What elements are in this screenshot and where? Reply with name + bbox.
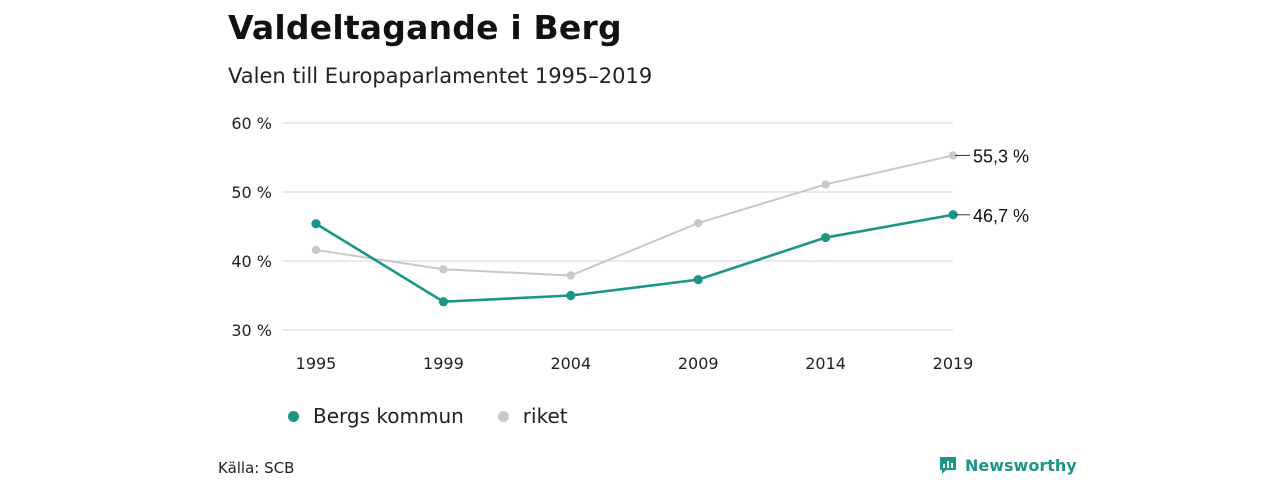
newsworthy-logo-icon: [940, 457, 956, 474]
data-point-riket: [948, 151, 958, 160]
chart-subtitle: Valen till Europaparlamentet 1995–2019: [228, 64, 653, 88]
legend-marker-riket: [497, 410, 509, 422]
source-note: Källa: SCB: [218, 459, 295, 477]
data-point-riket: [566, 271, 575, 280]
x-tick-label: 2019: [933, 354, 974, 373]
x-tick-label: 2014: [805, 354, 846, 373]
series-line-riket: [315, 154, 954, 277]
y-tick-label: 40 %: [231, 252, 272, 271]
data-point-riket: [694, 218, 703, 228]
chart-legend: Bergs kommun riket: [288, 404, 568, 428]
x-tick-label: 2009: [678, 354, 719, 373]
data-point-bergs-kommun: [438, 297, 448, 307]
legend-label-bergs-kommun: Bergs kommun: [313, 404, 464, 428]
data-point-bergs-kommun: [693, 275, 703, 285]
data-point-bergs-kommun: [566, 290, 576, 301]
chart-title: Valdeltagande i Berg: [228, 8, 622, 47]
legend-label-riket: riket: [522, 404, 568, 428]
brand-logo: Newsworthy: [938, 455, 1077, 475]
y-tick-label: 50 %: [231, 183, 272, 202]
legend-marker-bergs-kommun: [288, 410, 299, 422]
legend-item-bergs-kommun: Bergs kommun: [288, 404, 464, 428]
x-tick-label: 2004: [550, 354, 591, 373]
data-point-bergs-kommun: [821, 232, 831, 243]
data-point-bergs-kommun: [311, 219, 321, 229]
y-tick-label: 60 %: [231, 114, 272, 133]
end-value-label: 55,3 %: [973, 146, 1029, 166]
data-point-riket: [821, 180, 830, 189]
x-tick-label: 1999: [423, 354, 464, 373]
data-point-riket: [439, 265, 448, 274]
data-point-bergs-kommun: [948, 210, 958, 220]
x-tick-label: 1995: [296, 354, 337, 373]
y-tick-label: 30 %: [231, 321, 272, 340]
line-chart: 30 % 40 % 50 % 60 % 1995 1999 2004 2009 2014 201…: [231, 114, 1029, 373]
series-line-bergs-kommun: [315, 213, 954, 304]
legend-item-riket: riket: [497, 404, 568, 428]
data-point-riket: [311, 245, 321, 255]
brand-name: Newsworthy: [965, 455, 1077, 475]
end-value-label: 46,7 %: [973, 206, 1029, 226]
